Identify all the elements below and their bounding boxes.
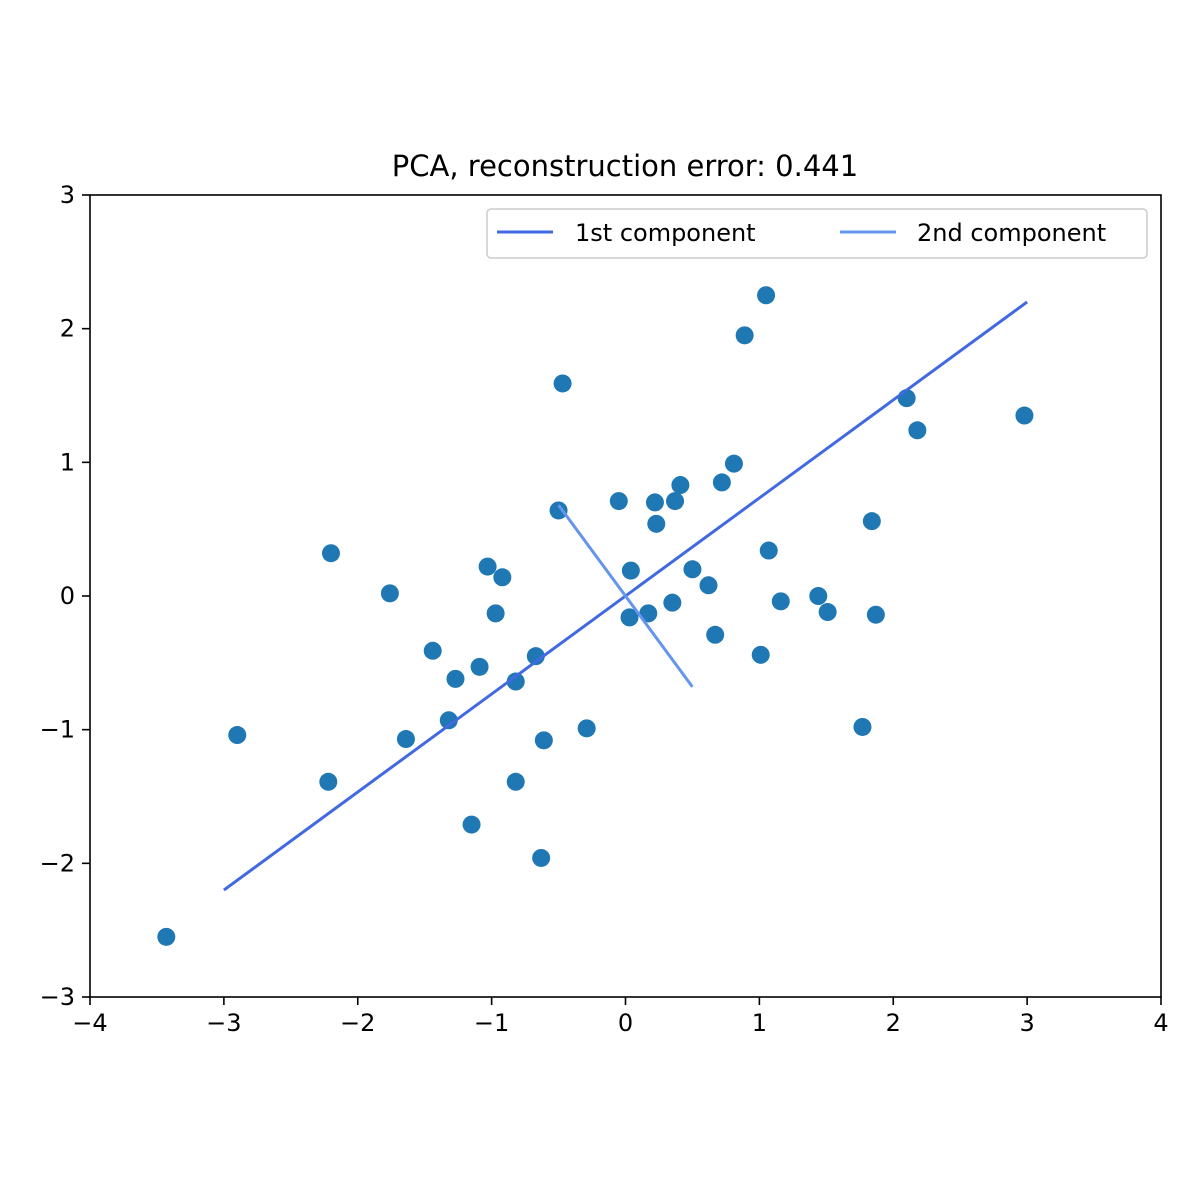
data-point-47: [532, 848, 551, 867]
data-point-23: [809, 587, 828, 605]
data-point-5: [908, 421, 927, 440]
data-point-21: [699, 576, 718, 595]
second-component-line: [557, 504, 694, 688]
x-tick-label: −3: [206, 1009, 241, 1037]
data-point-36: [446, 669, 465, 688]
data-point-37: [506, 672, 525, 691]
data-point-24: [771, 592, 790, 611]
data-point-7: [712, 473, 731, 492]
data-point-9: [666, 492, 685, 511]
data-point-11: [645, 493, 664, 512]
data-point-48: [157, 927, 176, 946]
data-point-44: [319, 772, 338, 791]
data-point-26: [818, 603, 837, 622]
data-point-4: [1015, 406, 1034, 425]
data-point-1: [735, 326, 754, 345]
data-point-40: [853, 717, 872, 736]
data-point-18: [683, 560, 702, 579]
data-point-2: [553, 374, 572, 393]
y-tick-label: 2: [60, 315, 75, 343]
x-tick-label: 2: [886, 1009, 901, 1037]
data-point-31: [706, 625, 725, 644]
data-point-35: [470, 657, 489, 676]
legend-second-component-label: 2nd component: [917, 219, 1106, 247]
data-point-32: [423, 641, 442, 660]
data-point-15: [759, 541, 778, 560]
data-point-30: [620, 608, 639, 627]
data-point-27: [639, 604, 658, 623]
chart-title: PCA, reconstruction error: 0.441: [392, 149, 858, 183]
y-tick-label: −3: [40, 983, 75, 1011]
x-tick-label: 3: [1019, 1009, 1034, 1037]
data-point-38: [439, 711, 458, 730]
data-point-41: [228, 726, 247, 745]
data-point-45: [506, 772, 525, 791]
data-point-43: [534, 731, 553, 750]
data-point-28: [486, 604, 505, 623]
y-tick-label: 3: [60, 181, 75, 209]
data-point-39: [577, 719, 596, 738]
y-tick-label: 1: [60, 448, 75, 476]
data-point-12: [549, 501, 568, 520]
legend-first-component-label: 1st component: [575, 219, 756, 247]
x-tick-label: −1: [474, 1009, 509, 1037]
legend: 1st component 2nd component: [486, 208, 1148, 259]
data-point-0: [757, 286, 776, 305]
data-point-8: [671, 476, 690, 495]
plot-area: [89, 194, 1162, 998]
data-point-42: [396, 730, 415, 749]
x-tick-label: 4: [1153, 1009, 1168, 1037]
data-point-29: [866, 605, 885, 624]
x-tick-label: −4: [72, 1009, 107, 1037]
x-tick-label: 1: [752, 1009, 767, 1037]
data-point-14: [647, 514, 666, 533]
data-point-33: [751, 645, 770, 664]
data-point-22: [380, 584, 399, 603]
data-point-17: [478, 557, 497, 576]
data-point-46: [462, 815, 481, 834]
data-point-16: [321, 544, 340, 563]
y-tick-label: 0: [60, 582, 75, 610]
y-tick-label: −1: [40, 716, 75, 744]
data-point-10: [609, 492, 628, 511]
legend-box: [486, 208, 1148, 259]
data-point-6: [724, 454, 743, 473]
y-tick-label: −2: [40, 849, 75, 877]
data-point-19: [621, 561, 640, 580]
data-point-34: [526, 647, 545, 666]
x-tick-label: 0: [618, 1009, 633, 1037]
data-point-13: [862, 512, 881, 531]
x-tick-label: −2: [340, 1009, 375, 1037]
data-point-25: [663, 593, 682, 612]
data-point-20: [493, 568, 512, 587]
